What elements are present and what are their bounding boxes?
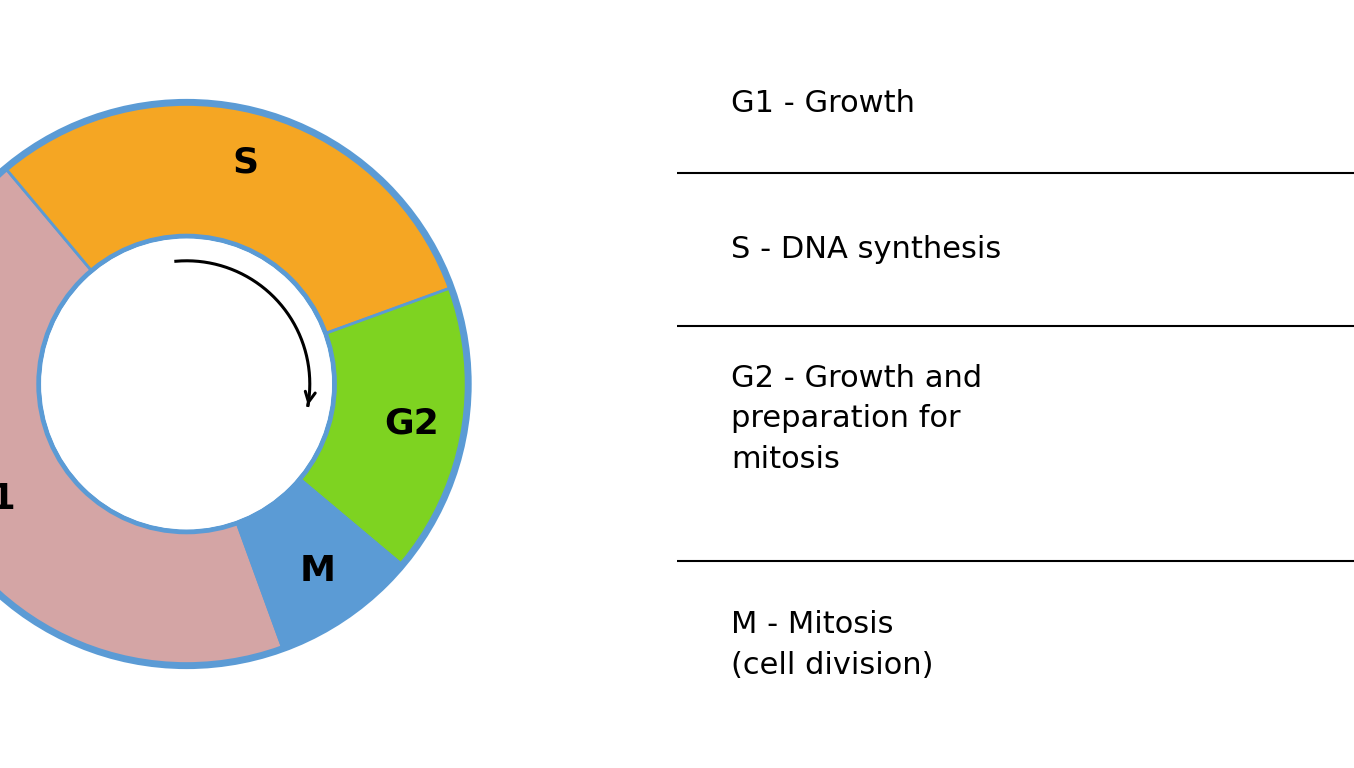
Wedge shape <box>0 168 283 666</box>
Text: M - Mitosis
(cell division): M - Mitosis (cell division) <box>731 611 934 680</box>
Text: S - DNA synthesis: S - DNA synthesis <box>731 235 1002 264</box>
Text: S: S <box>233 146 259 180</box>
Text: G1: G1 <box>0 482 16 515</box>
Circle shape <box>39 236 334 532</box>
Text: M: M <box>299 554 336 588</box>
Text: G1 - Growth: G1 - Growth <box>731 89 915 118</box>
Wedge shape <box>237 479 402 649</box>
Wedge shape <box>299 288 468 565</box>
Wedge shape <box>5 102 451 333</box>
Text: G2 - Growth and
preparation for
mitosis: G2 - Growth and preparation for mitosis <box>731 363 982 474</box>
Text: G2: G2 <box>385 407 439 441</box>
